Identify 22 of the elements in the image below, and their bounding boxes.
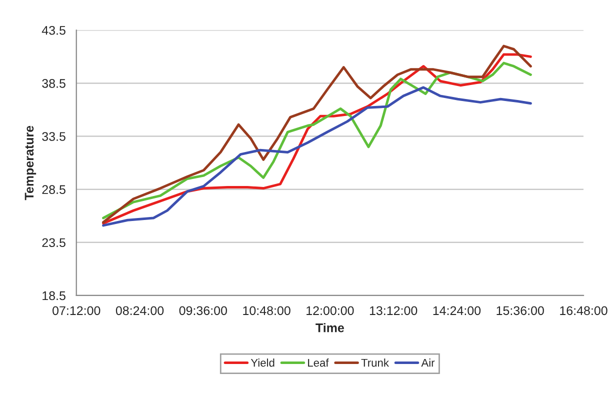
x-tick-label: 12:00:00 <box>306 306 354 316</box>
x-tick-label: 13:12:00 <box>370 306 418 316</box>
x-tick-label: 16:48:00 <box>560 306 608 316</box>
y-tick-label: 18.5 <box>42 291 66 300</box>
legend-label: Air <box>421 358 435 367</box>
y-tick-label: 33.5 <box>42 132 66 141</box>
x-tick-label: 10:48:00 <box>243 306 290 316</box>
x-tick-label: 09:36:00 <box>179 306 227 316</box>
x-tick-label: 15:36:00 <box>496 306 544 316</box>
x-axis-title: Time <box>316 323 344 332</box>
x-tick-label: 08:24:00 <box>116 306 164 316</box>
y-tick-label: 38.5 <box>42 79 66 88</box>
legend-label: Trunk <box>361 358 390 367</box>
x-tick-label: 14:24:00 <box>433 306 481 316</box>
line-series <box>102 86 532 227</box>
x-tick-label: 07:12:00 <box>52 306 100 316</box>
legend-label: Leaf <box>308 358 329 367</box>
y-axis-title: Temperature <box>24 126 36 200</box>
y-tick-label: 43.5 <box>42 26 66 35</box>
y-tick-label: 28.5 <box>42 185 66 194</box>
legend-label: Yield <box>250 358 274 367</box>
y-tick-label: 23.5 <box>42 238 66 248</box>
